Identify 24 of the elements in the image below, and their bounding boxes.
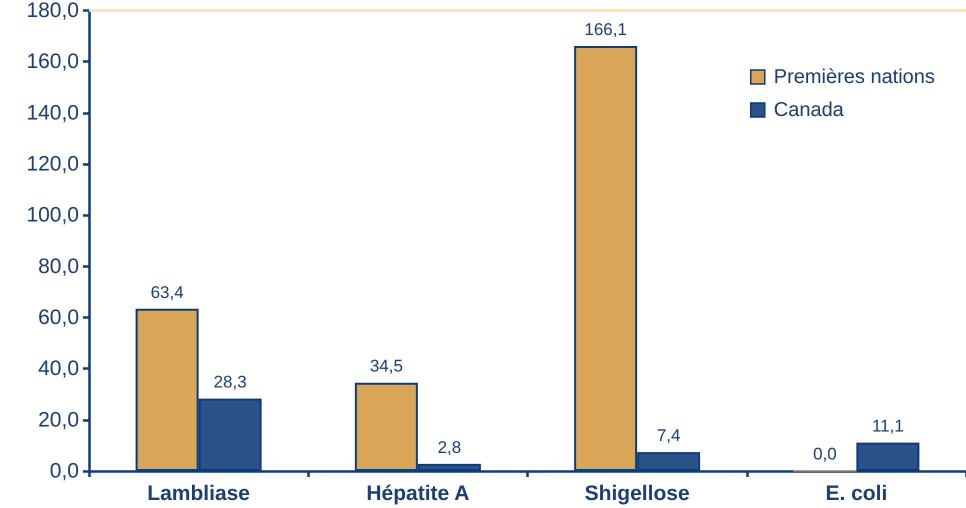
y-tick-label: 60,0 xyxy=(38,306,79,329)
y-tick-label: 120,0 xyxy=(26,152,79,176)
x-tick-label: Hépatite A xyxy=(366,482,470,505)
y-tick-label: 80,0 xyxy=(38,254,79,278)
y-tick-label: 20,0 xyxy=(38,408,79,432)
legend-label: Canada xyxy=(774,99,845,121)
y-tick-label: 0,0 xyxy=(50,460,79,482)
data-label: 34,5 xyxy=(370,356,403,376)
y-tick-label: 140,0 xyxy=(26,101,79,124)
data-label: 0,0 xyxy=(813,444,837,464)
data-label: 28,3 xyxy=(214,372,247,392)
x-tick-label: Lambliase xyxy=(147,482,250,505)
data-label: 166,1 xyxy=(584,20,627,40)
y-tick-label: 40,0 xyxy=(38,357,79,380)
data-label: 7,4 xyxy=(656,426,680,446)
data-label: 2,8 xyxy=(438,438,462,457)
x-tick-label: E. coli xyxy=(825,482,888,505)
data-label: 63,4 xyxy=(150,282,184,302)
y-tick-label: 160,0 xyxy=(26,50,79,74)
y-tick-label: 100,0 xyxy=(26,204,79,227)
legend-label: Premières nations xyxy=(774,66,935,88)
x-tick-label: Shigellose xyxy=(584,482,690,505)
data-label: 11,1 xyxy=(872,416,904,436)
y-tick-label: 180,0 xyxy=(26,0,79,22)
